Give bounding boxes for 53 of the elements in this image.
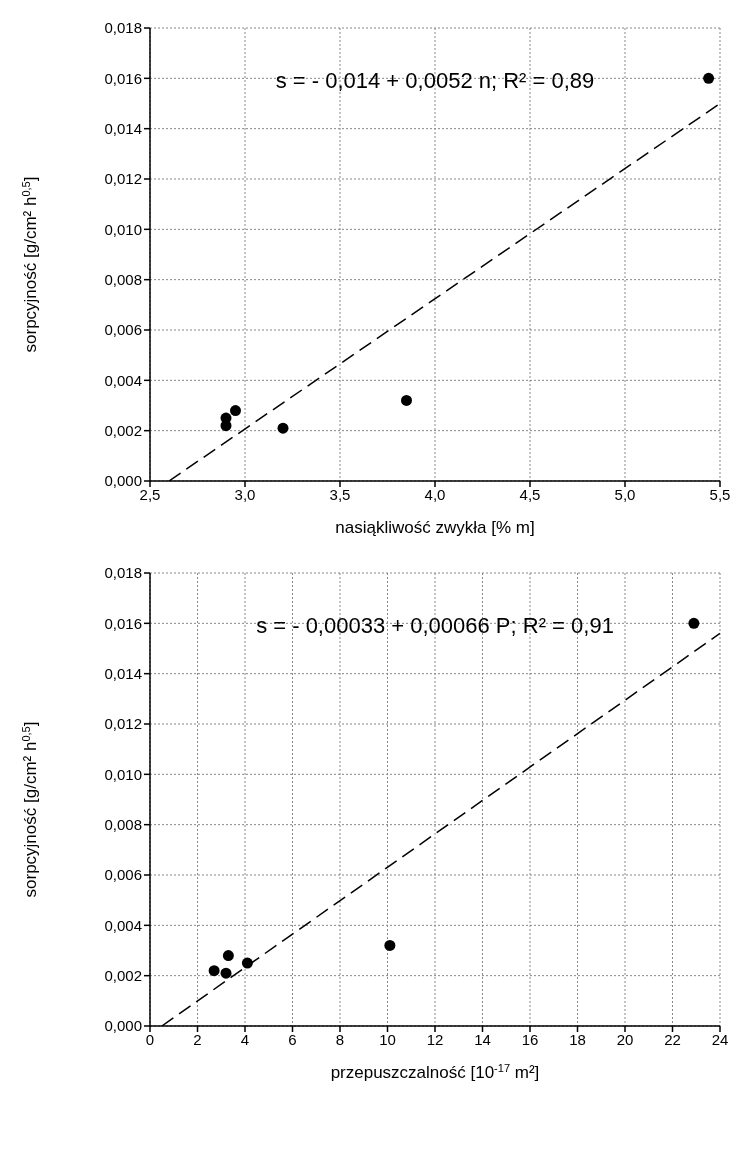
y-tick-label: 0,008	[104, 270, 142, 288]
point	[703, 72, 715, 84]
y-tick-label: 0,016	[104, 614, 142, 632]
y-tick-label: 0,016	[104, 69, 142, 87]
x-axis-title: przepuszczalność [10$^{-17}$ m²]	[330, 1062, 540, 1082]
y-tick-label: 0,004	[104, 916, 142, 934]
y-tick-label: 0,006	[104, 866, 142, 884]
y-tick-label: 0,000	[104, 1017, 142, 1035]
y-tick-label: 0,018	[104, 564, 142, 582]
x-tick-label: 10	[379, 1030, 396, 1048]
point	[277, 422, 289, 434]
point	[230, 405, 241, 417]
y-tick-label: 0,004	[104, 371, 142, 389]
x-tick-label: 2,5	[139, 485, 161, 503]
point	[688, 617, 700, 629]
y-tick-label: 0,008	[104, 815, 142, 833]
x-tick-label: 4	[240, 1030, 250, 1048]
x-tick-label: 14	[474, 1030, 491, 1048]
x-tick-label: 8	[335, 1030, 345, 1048]
point	[220, 967, 232, 979]
x-tick-label: 4,5	[519, 485, 541, 503]
y-tick-label: 0,012	[104, 170, 142, 188]
y-tick-label: 0,002	[104, 421, 142, 439]
annotation: s = - 0,00033 + 0,00066 P; R² = 0,91	[255, 613, 615, 639]
x-tick-label: 12	[426, 1030, 444, 1048]
x-axis-title: nasiąkliwość zwykła [% m]	[335, 518, 535, 537]
point	[384, 939, 396, 951]
x-tick-label: 5,0	[614, 485, 636, 503]
annotation: s = - 0,014 + 0,0052 n; R² = 0,89	[274, 68, 596, 94]
x-tick-label: 16	[521, 1030, 539, 1048]
y-tick-label: 0,014	[104, 119, 142, 137]
y-tick-label: 0,006	[104, 321, 142, 339]
y-tick-label: 0,014	[104, 664, 142, 682]
y-tick-label: 0,018	[104, 19, 142, 37]
y-tick-label: 0,010	[104, 220, 142, 238]
x-tick-label: 22	[664, 1030, 681, 1048]
x-tick-label: 0	[145, 1030, 155, 1048]
x-tick-label: 20	[616, 1030, 634, 1048]
y-tick-label: 0,012	[104, 715, 142, 733]
x-tick-label: 18	[569, 1030, 586, 1048]
point	[208, 965, 220, 977]
point	[222, 950, 234, 962]
point	[401, 394, 412, 406]
x-tick-label: 5,5	[709, 485, 731, 503]
x-tick-label: 3,5	[329, 485, 351, 503]
y-tick-label: 0,002	[104, 966, 142, 984]
x-tick-label: 4,0	[424, 485, 446, 503]
x-tick-label: 24	[711, 1030, 729, 1048]
y-tick-label: 0,010	[104, 765, 142, 783]
y-tick-label: 0,000	[104, 472, 142, 490]
x-tick-label: 2	[193, 1030, 202, 1048]
x-tick-label: 3,0	[234, 485, 256, 503]
x-tick-label: 6	[288, 1030, 297, 1048]
